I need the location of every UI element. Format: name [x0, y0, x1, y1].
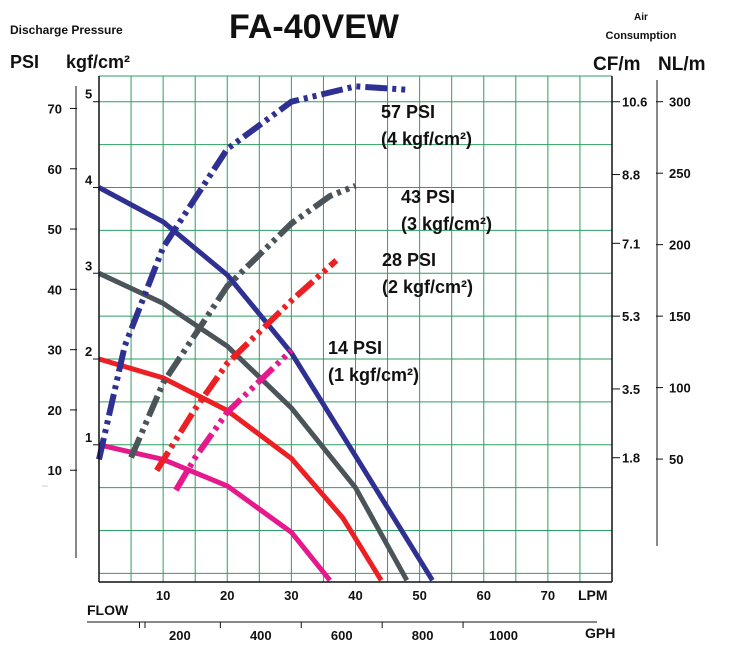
- air-curve-2: [128, 183, 357, 459]
- lpm-unit-label: LPM: [578, 587, 608, 603]
- psi-tick-label: 30: [48, 343, 62, 358]
- discharge-curve-2-kgf: [98, 356, 384, 582]
- gph-tick-label: 400: [250, 628, 272, 643]
- axes: [42, 76, 658, 623]
- air-curve-label-4: 14 PSI: [328, 338, 382, 358]
- nlm-unit-label: NL/m: [658, 54, 706, 75]
- psi-tick-label: 60: [48, 162, 62, 177]
- gph-unit-label: GPH: [585, 625, 615, 641]
- psi-tick-label: 40: [48, 282, 62, 297]
- psi-tick-label: 50: [48, 222, 62, 237]
- flow-label: FLOW: [87, 602, 129, 618]
- cfm-tick-label: 8.8: [622, 168, 640, 183]
- cfm-tick-label: 3.5: [622, 382, 640, 397]
- psi-tick-label: 70: [48, 101, 62, 116]
- left-axis-caption: Discharge Pressure: [10, 23, 123, 37]
- chart-title: FA-40VEW: [229, 8, 400, 46]
- right-axis-caption-line2: Consumption: [606, 30, 677, 42]
- lpm-tick-label: 70: [541, 588, 555, 603]
- nlm-tick-label: 250: [669, 166, 691, 181]
- discharge-curve-4-kgf: [97, 185, 435, 582]
- gph-tick-label: 800: [412, 628, 434, 643]
- gph-tick-label: 600: [331, 628, 353, 643]
- lpm-tick-label: 40: [348, 588, 362, 603]
- right-axis-caption-line1: Air: [634, 12, 648, 23]
- lpm-tick-label: 20: [220, 588, 234, 603]
- tick-layer: 10 20 30 40 50 60 70 1 2 3 4 5 1.8 3.5 5.3 7.1 8.8 10.6 50…: [48, 87, 691, 643]
- label-layer: 57 PSI (4 kgf/cm²) 43 PSI (3 kgf/cm²) 28 PSI…: [328, 102, 492, 385]
- lpm-tick-label: 30: [284, 588, 298, 603]
- gph-tick-label: 200: [169, 628, 191, 643]
- lpm-tick-label: 60: [477, 588, 491, 603]
- kgf-tick-label: 1: [85, 430, 92, 445]
- air-curve-label-1: 57 PSI: [381, 102, 435, 122]
- discharge-curve-1-kgf: [98, 442, 332, 582]
- air-curve-label-2-kgf: (3 kgf/cm²): [401, 214, 492, 234]
- air-curve-3: [154, 258, 339, 473]
- kgf-tick-label: 2: [85, 344, 92, 359]
- cfm-tick-label: 10.6: [622, 95, 647, 110]
- kgf-tick-label: 5: [85, 87, 92, 102]
- kgf-unit-label: kgf/cm²: [66, 52, 130, 72]
- cfm-tick-label: 7.1: [622, 236, 640, 251]
- air-curve-label-2: 43 PSI: [401, 187, 455, 207]
- nlm-tick-label: 300: [669, 95, 691, 110]
- kgf-tick-label: 3: [85, 258, 92, 273]
- air-curve-4: [173, 348, 294, 492]
- discharge-curve-3-kgf: [97, 271, 409, 582]
- air-curve-label-3: 28 PSI: [382, 250, 436, 270]
- gph-tick-label: 1000: [489, 628, 518, 643]
- air-curve-label-3-kgf: (2 kgf/cm²): [382, 277, 473, 297]
- cfm-tick-label: 1.8: [622, 451, 640, 466]
- nlm-tick-label: 50: [669, 452, 683, 467]
- psi-unit-label: PSI: [10, 52, 39, 72]
- lpm-tick-label: 10: [156, 588, 170, 603]
- psi-tick-label: 10: [48, 463, 62, 478]
- lpm-tick-label: 50: [412, 588, 426, 603]
- air-curve-label-1-kgf: (4 kgf/cm²): [381, 129, 472, 149]
- air-curve-label-4-kgf: (1 kgf/cm²): [328, 365, 419, 385]
- nlm-tick-label: 150: [669, 309, 691, 324]
- kgf-tick-label: 4: [85, 172, 93, 187]
- curve-layer: [96, 83, 435, 582]
- nlm-tick-label: 100: [669, 381, 691, 396]
- cfm-tick-label: 5.3: [622, 309, 640, 324]
- cfm-unit-label: CF/m: [593, 54, 641, 75]
- nlm-tick-label: 200: [669, 238, 691, 253]
- grid-lines: [99, 75, 612, 582]
- psi-tick-label: 20: [48, 403, 62, 418]
